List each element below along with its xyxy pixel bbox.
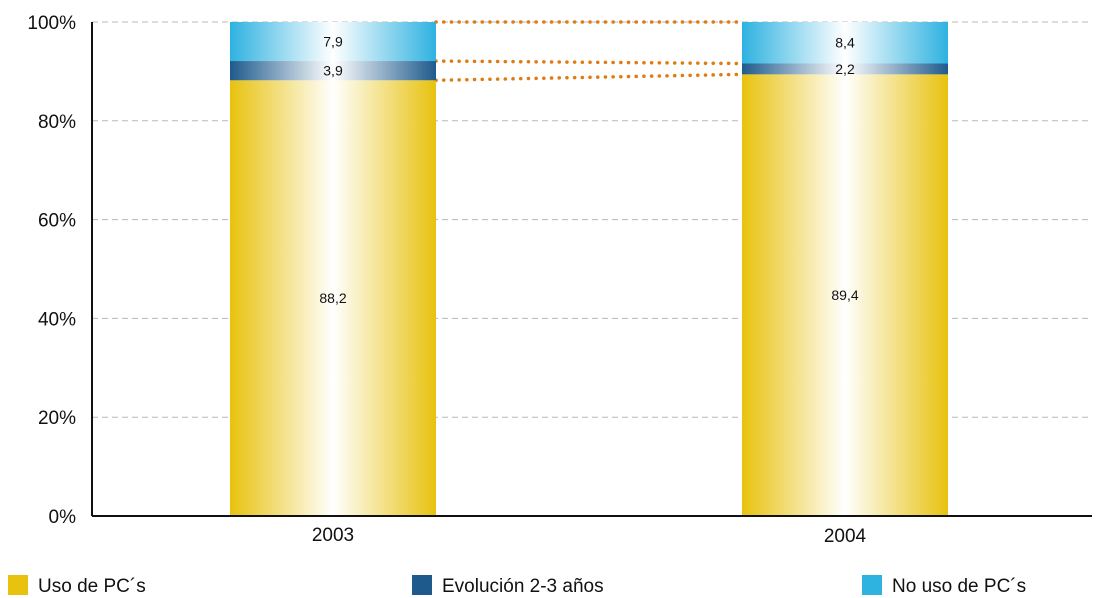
bar-evoluci-n-2-3-a-os-2003 bbox=[230, 61, 436, 81]
value-label: 3,9 bbox=[323, 63, 343, 79]
bar-uso-de-pc-s-2003 bbox=[230, 80, 436, 517]
y-tick-label: 0% bbox=[49, 507, 77, 528]
connector-lines bbox=[434, 20, 744, 83]
value-label: 88,2 bbox=[319, 290, 346, 306]
bar-no-uso-de-pc-s-2004 bbox=[742, 22, 948, 64]
y-tick-label: 100% bbox=[27, 13, 76, 34]
connector-line bbox=[434, 59, 744, 66]
legend-item-evoluci-n-2-3-a-os: Evolución 2-3 años bbox=[412, 575, 604, 597]
legend-swatch bbox=[412, 575, 432, 595]
x-category-label: 2003 bbox=[312, 525, 354, 546]
legend-item-no-uso-de-pc-s: No uso de PC´s bbox=[862, 575, 1026, 597]
bar-uso-de-pc-s-2004 bbox=[742, 74, 948, 516]
bar-evoluci-n-2-3-a-os-2004 bbox=[742, 63, 948, 75]
value-label: 89,4 bbox=[831, 287, 858, 303]
x-category-label: 2004 bbox=[824, 526, 867, 547]
legend-swatch bbox=[8, 575, 28, 595]
legend-item-uso-de-pc-s: Uso de PC´s bbox=[8, 575, 146, 597]
bar-no-uso-de-pc-s-2003 bbox=[230, 22, 436, 62]
bars: 88,2 3,9 7,9 89,4 2,2 8,4 bbox=[230, 22, 948, 517]
value-label: 7,9 bbox=[323, 34, 343, 50]
y-tick-label: 60% bbox=[38, 211, 76, 232]
legend-label: Evolución 2-3 años bbox=[442, 576, 604, 597]
connector-line bbox=[434, 72, 744, 83]
legend-swatch bbox=[862, 575, 882, 595]
y-tick-label: 80% bbox=[38, 112, 76, 133]
value-label: 2,2 bbox=[835, 61, 855, 77]
y-tick-label: 20% bbox=[38, 408, 76, 429]
axes: 0% 20% 40% 60% 80% 100% 2003 2004 bbox=[27, 13, 1092, 547]
value-label: 8,4 bbox=[835, 35, 855, 51]
y-tick-label: 40% bbox=[38, 309, 76, 330]
legend-label: No uso de PC´s bbox=[892, 576, 1026, 597]
legend: Uso de PC´s Evolución 2-3 años No uso de P… bbox=[8, 575, 1026, 597]
legend-label: Uso de PC´s bbox=[38, 576, 146, 597]
